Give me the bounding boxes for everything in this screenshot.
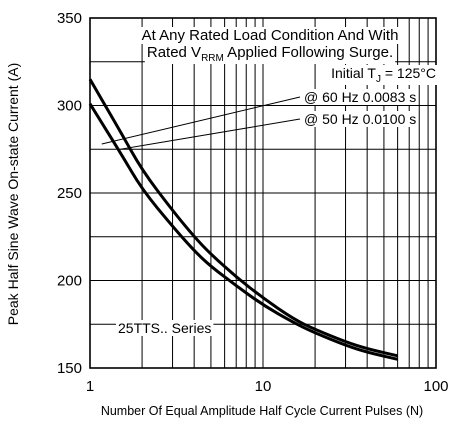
x-tick-labels: 1 10 100 xyxy=(86,378,449,395)
x-tick-label: 1 xyxy=(86,378,94,395)
x-tick-label: 10 xyxy=(255,378,272,395)
y-axis-label: Peak Half Sine Wave On-state Current (A) xyxy=(5,63,21,325)
series-label: 25TTS.. Series xyxy=(118,320,211,336)
series-label-bg xyxy=(116,320,214,336)
y-tick-label: 300 xyxy=(57,98,82,115)
y-tick-label: 250 xyxy=(57,185,82,202)
x-tick-label: 100 xyxy=(423,378,448,395)
series-50hz-line xyxy=(88,103,398,361)
y-tick-label: 150 xyxy=(57,360,82,377)
leader-lines xyxy=(101,96,301,150)
legend-60hz-bg xyxy=(302,89,419,105)
annotation-line-1-bg xyxy=(139,27,401,44)
y-tick-label: 200 xyxy=(57,273,82,290)
curves xyxy=(88,78,398,361)
leader-50hz xyxy=(120,118,301,150)
plot-frame xyxy=(89,17,437,369)
leader-60hz xyxy=(101,96,301,145)
initial-tj-label-bg xyxy=(329,65,438,85)
series-60hz-line xyxy=(88,78,398,358)
initial-tj-label: Initial TJ = 125°C xyxy=(331,65,436,85)
y-tick-labels: 150 200 250 300 350 xyxy=(57,10,82,377)
x-axis-label: Number Of Equal Amplitude Half Cycle Cur… xyxy=(101,404,423,418)
annotation-line-2-bg xyxy=(144,44,396,64)
legend-60hz: @ 60 Hz 0.0083 s xyxy=(304,89,416,105)
y-tick-label: 350 xyxy=(57,10,82,27)
legend-50hz-bg xyxy=(302,111,419,127)
annotation-line-1: At Any Rated Load Condition And With xyxy=(142,27,399,44)
legend-50hz: @ 50 Hz 0.0100 s xyxy=(304,111,416,127)
annotation-line-2: Rated VRRM Applied Following Surge. xyxy=(147,44,393,64)
